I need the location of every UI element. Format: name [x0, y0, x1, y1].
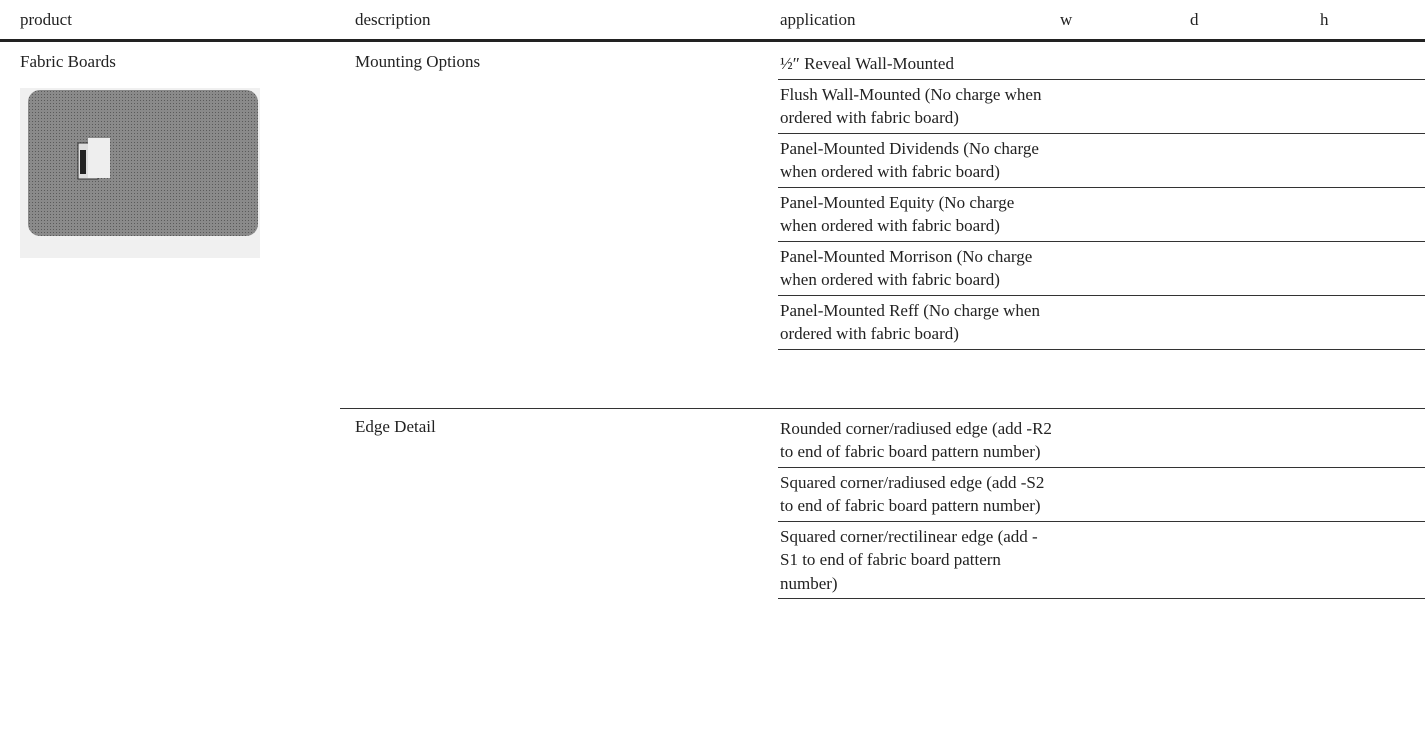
- applications: Rounded corner/radiused edge (add -R2 to…: [778, 409, 1425, 599]
- application-cell: Flush Wall-Mounted (No charge when order…: [778, 80, 1425, 134]
- group: Edge Detail Rounded corner/radiused edge …: [340, 407, 1425, 599]
- product-name: Fabric Boards: [20, 52, 116, 71]
- application-cell: Rounded corner/radiused edge (add -R2 to…: [778, 409, 1425, 468]
- application-text: Rounded corner/radiused edge (add -R2 to…: [780, 418, 1052, 462]
- application-text: Flush Wall-Mounted (No charge when order…: [780, 84, 1042, 128]
- description: Mounting Options: [355, 52, 481, 71]
- application-text: Panel-Mounted Dividends (No charge when …: [780, 138, 1039, 182]
- description: Edge Detail: [355, 416, 436, 436]
- application-text: Panel-Mounted Equity (No charge when ord…: [780, 192, 1015, 236]
- application-cell: ½″ Reveal Wall-Mounted: [778, 52, 1425, 80]
- header-application: application: [780, 10, 856, 29]
- application-text: Squared corner/radiused edge (add -S2 to…: [780, 472, 1045, 516]
- header-d: d: [1190, 10, 1199, 29]
- application-cell: Squared corner/radiused edge (add -S2 to…: [778, 468, 1425, 522]
- application-text: Panel-Mounted Reff (No charge when order…: [780, 300, 1040, 344]
- header-product: product: [20, 10, 72, 29]
- group: Mounting Options ½″ Reveal Wall-Mounted Fl…: [0, 52, 1425, 350]
- application-cell: Panel-Mounted Dividends (No charge when …: [778, 134, 1425, 188]
- application-cell: Squared corner/rectilinear edge (add -S1…: [778, 522, 1425, 599]
- header-description: description: [355, 10, 431, 29]
- application-cell: Panel-Mounted Equity (No charge when ord…: [778, 188, 1425, 242]
- header-rule: [0, 39, 1425, 42]
- header-w: w: [1060, 10, 1073, 29]
- application-text: ½″ Reveal Wall-Mounted: [780, 54, 954, 73]
- application-cell: Panel-Mounted Morrison (No charge when o…: [778, 242, 1425, 296]
- applications: ½″ Reveal Wall-Mounted Flush Wall-Mounted…: [778, 52, 1425, 350]
- product-image: [20, 88, 260, 258]
- application-cell: Panel-Mounted Reff (No charge when order…: [778, 296, 1425, 350]
- groups: Mounting Options ½″ Reveal Wall-Mounted Fl…: [0, 52, 1425, 599]
- application-text: Panel-Mounted Morrison (No charge when o…: [780, 246, 1033, 290]
- application-text: Squared corner/rectilinear edge (add -S1…: [780, 526, 1038, 593]
- header-h: h: [1320, 10, 1329, 29]
